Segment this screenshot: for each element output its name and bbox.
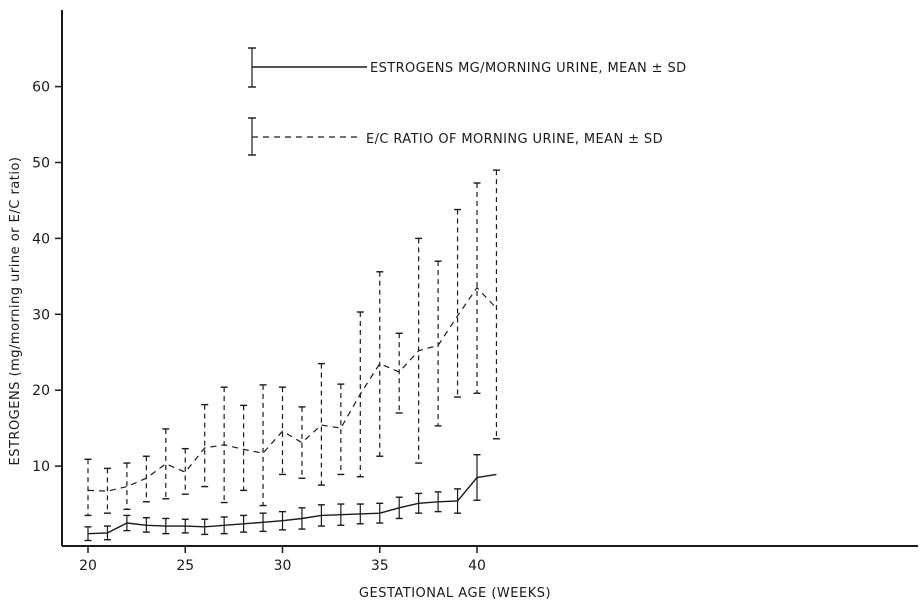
x-tick-label: 25 xyxy=(176,558,194,574)
y-tick-label: 50 xyxy=(32,156,50,172)
axes xyxy=(61,10,918,547)
x-ticks: 20 25 30 35 40 xyxy=(79,546,486,574)
y-tick-label: 10 xyxy=(32,459,50,475)
x-tick-label: 20 xyxy=(79,558,97,574)
error-bars xyxy=(84,169,500,542)
y-tick-label: 20 xyxy=(32,383,50,399)
series-line-ec-ratio xyxy=(87,286,497,492)
legend: ESTROGENS MG/MORNING URINE, MEAN ± SD E/… xyxy=(248,47,687,156)
legend-label-ec-ratio: E/C RATIO OF MORNING URINE, MEAN ± SD xyxy=(366,132,663,147)
y-tick-label: 40 xyxy=(32,231,50,247)
series-lines xyxy=(87,286,497,535)
x-axis-title: GESTATIONAL AGE (WEEKS) xyxy=(359,586,551,601)
y-axis-title: ESTROGENS (mg/morning urine or E/C ratio… xyxy=(8,157,23,466)
x-tick-label: 35 xyxy=(371,558,389,574)
legend-label-estrogens: ESTROGENS MG/MORNING URINE, MEAN ± SD xyxy=(370,61,687,76)
legend-item-ec-ratio: E/C RATIO OF MORNING URINE, MEAN ± SD xyxy=(248,117,663,156)
y-tick-label: 30 xyxy=(32,307,50,323)
y-ticks: 10 20 30 40 50 60 xyxy=(32,80,62,475)
y-tick-label: 60 xyxy=(32,80,50,96)
x-tick-label: 30 xyxy=(274,558,292,574)
x-tick-label: 40 xyxy=(468,558,486,574)
series-line-estrogens xyxy=(87,473,497,535)
legend-item-estrogens: ESTROGENS MG/MORNING URINE, MEAN ± SD xyxy=(248,47,687,88)
